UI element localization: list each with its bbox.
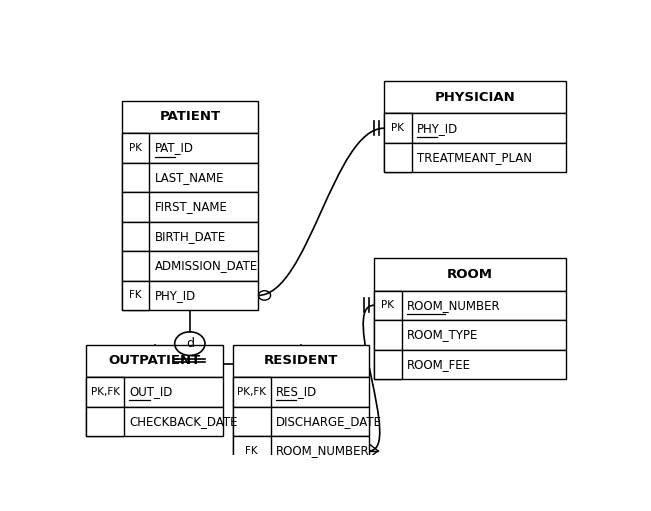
Text: d: d (186, 337, 194, 350)
Text: PK: PK (381, 300, 395, 310)
Text: ROOM_FEE: ROOM_FEE (407, 358, 471, 371)
Text: PK,FK: PK,FK (91, 387, 120, 397)
FancyBboxPatch shape (122, 133, 258, 162)
FancyBboxPatch shape (374, 320, 566, 350)
FancyBboxPatch shape (233, 436, 271, 466)
Text: RES_ID: RES_ID (275, 385, 317, 399)
Text: FK: FK (130, 290, 142, 300)
Text: CHECKBACK_DATE: CHECKBACK_DATE (130, 415, 238, 428)
FancyBboxPatch shape (122, 281, 258, 310)
Text: PK,FK: PK,FK (237, 387, 266, 397)
Text: PAT_ID: PAT_ID (154, 142, 193, 154)
FancyBboxPatch shape (122, 251, 258, 281)
FancyBboxPatch shape (87, 344, 223, 377)
Text: PK: PK (391, 123, 404, 133)
Text: ROOM_NUMBER: ROOM_NUMBER (275, 445, 369, 457)
Text: OUT_ID: OUT_ID (130, 385, 173, 399)
Text: FK: FK (245, 446, 258, 456)
FancyBboxPatch shape (87, 407, 124, 436)
FancyBboxPatch shape (87, 407, 223, 436)
FancyBboxPatch shape (384, 113, 412, 143)
FancyBboxPatch shape (384, 113, 566, 143)
Text: PHY_ID: PHY_ID (154, 289, 196, 302)
Text: FIRST_NAME: FIRST_NAME (154, 200, 227, 214)
FancyBboxPatch shape (374, 350, 402, 379)
FancyBboxPatch shape (122, 101, 258, 133)
FancyBboxPatch shape (374, 258, 566, 291)
FancyBboxPatch shape (374, 320, 402, 350)
FancyBboxPatch shape (233, 436, 369, 466)
FancyBboxPatch shape (233, 407, 271, 436)
Text: PHYSICIAN: PHYSICIAN (434, 91, 516, 104)
FancyBboxPatch shape (87, 377, 223, 407)
FancyBboxPatch shape (122, 222, 150, 251)
FancyBboxPatch shape (374, 291, 402, 320)
Text: PK: PK (129, 143, 142, 153)
Text: ROOM_NUMBER: ROOM_NUMBER (407, 299, 501, 312)
FancyBboxPatch shape (122, 251, 150, 281)
Text: PATIENT: PATIENT (159, 110, 221, 123)
FancyBboxPatch shape (384, 81, 566, 113)
FancyBboxPatch shape (122, 192, 150, 222)
FancyBboxPatch shape (122, 222, 258, 251)
Text: TREATMEANT_PLAN: TREATMEANT_PLAN (417, 151, 532, 164)
FancyBboxPatch shape (384, 143, 412, 173)
FancyBboxPatch shape (233, 407, 369, 436)
FancyBboxPatch shape (374, 350, 566, 379)
Text: RESIDENT: RESIDENT (264, 354, 338, 367)
FancyBboxPatch shape (122, 162, 258, 192)
Text: OUTPATIENT: OUTPATIENT (109, 354, 201, 367)
Text: DISCHARGE_DATE: DISCHARGE_DATE (275, 415, 381, 428)
FancyBboxPatch shape (374, 291, 566, 320)
Text: ADMISSION_DATE: ADMISSION_DATE (154, 260, 258, 272)
FancyBboxPatch shape (122, 192, 258, 222)
FancyBboxPatch shape (122, 133, 150, 162)
Text: ROOM_TYPE: ROOM_TYPE (407, 328, 478, 341)
FancyBboxPatch shape (87, 377, 124, 407)
Text: BIRTH_DATE: BIRTH_DATE (154, 230, 226, 243)
Text: LAST_NAME: LAST_NAME (154, 171, 224, 184)
FancyBboxPatch shape (384, 143, 566, 173)
FancyBboxPatch shape (233, 344, 369, 377)
FancyBboxPatch shape (233, 377, 369, 407)
FancyBboxPatch shape (122, 281, 150, 310)
Text: ROOM: ROOM (447, 268, 493, 281)
FancyBboxPatch shape (122, 162, 150, 192)
Text: PHY_ID: PHY_ID (417, 122, 458, 135)
FancyBboxPatch shape (233, 377, 271, 407)
